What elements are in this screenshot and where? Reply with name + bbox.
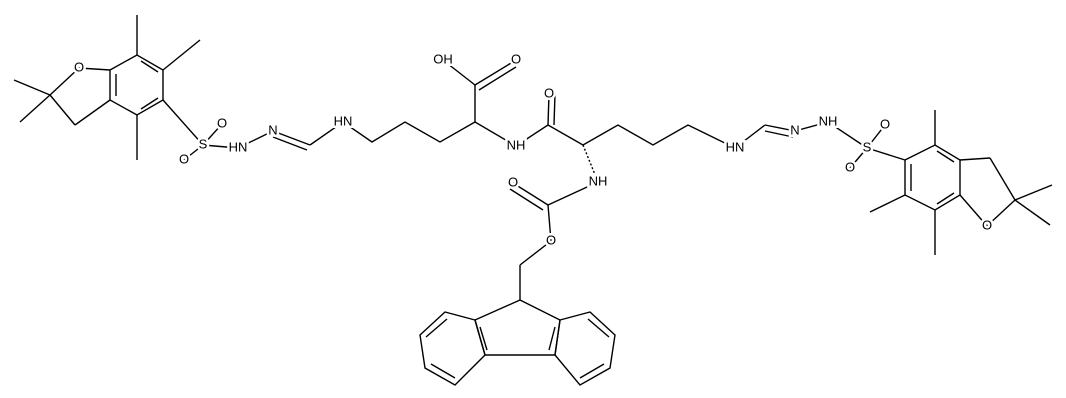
atom-label: O bbox=[982, 217, 992, 232]
atom-label: HN bbox=[334, 113, 353, 128]
atom-label: S bbox=[863, 139, 872, 154]
atom-label: O bbox=[845, 159, 855, 174]
atom-label: O bbox=[179, 151, 189, 166]
atom-label: O bbox=[880, 116, 890, 131]
bonds bbox=[13, 15, 1053, 386]
atom-label: NH bbox=[819, 113, 838, 128]
atom-label: N bbox=[268, 122, 277, 137]
atom-label: NH bbox=[589, 173, 608, 188]
atom-label: O bbox=[508, 174, 518, 189]
atom-label: O bbox=[544, 85, 554, 100]
atom-label: O bbox=[217, 115, 227, 130]
benzene-ring-right bbox=[904, 144, 961, 211]
atom-label: O bbox=[546, 232, 556, 247]
atom-label: O bbox=[74, 59, 84, 74]
atom-label: O bbox=[511, 51, 521, 66]
atom-label: S bbox=[199, 136, 208, 151]
atom-label: HN bbox=[726, 139, 745, 154]
atom-labels: O S O O HN N HN OH O NH O NH O O HN N NH… bbox=[71, 49, 994, 250]
atom-label: NH bbox=[507, 137, 526, 152]
atom-label: N bbox=[790, 122, 799, 137]
atom-label: OH bbox=[433, 51, 453, 66]
benzene-ring-left bbox=[109, 54, 164, 116]
atom-label: HN bbox=[229, 139, 248, 154]
